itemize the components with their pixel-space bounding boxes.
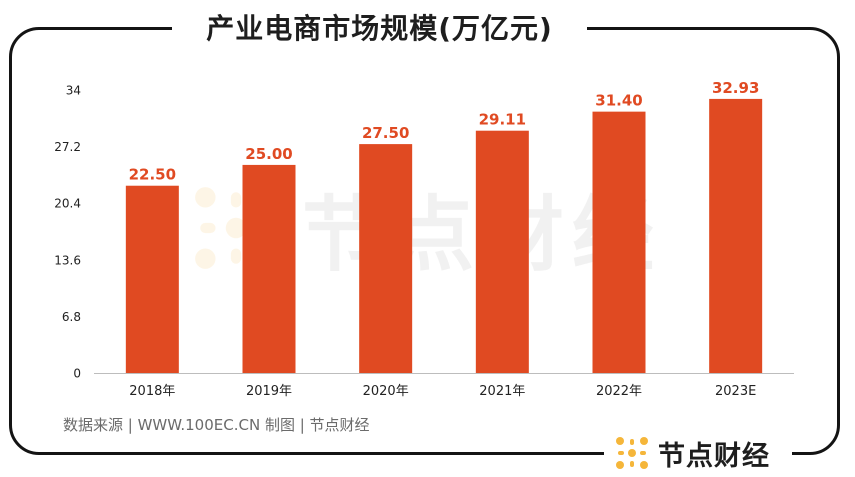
brand-badge: 节点财经: [604, 430, 792, 476]
y-tick-label: 34: [66, 84, 81, 98]
brand-name: 节点财经: [658, 440, 770, 472]
source-note: 数据来源 | WWW.100EC.CN 制图 | 节点财经: [63, 416, 370, 434]
data-label: 29.11: [479, 111, 526, 129]
x-tick-label: 2023E: [715, 384, 756, 399]
data-label: 31.40: [595, 92, 642, 110]
title-band: 产业电商市场规模(万亿元): [172, 6, 587, 48]
y-tick-label: 6.8: [62, 310, 81, 324]
y-tick-label: 0: [73, 367, 81, 381]
x-tick-label: 2021年: [479, 384, 525, 399]
bar: [709, 98, 763, 373]
chart-title: 产业电商市场规模(万亿元): [206, 12, 553, 45]
data-label: 25.00: [245, 145, 292, 163]
x-tick-label: 2018年: [129, 384, 175, 399]
bar: [359, 144, 413, 373]
data-label: 22.50: [129, 166, 176, 184]
x-tick-label: 2022年: [596, 384, 642, 399]
y-tick-label: 13.6: [54, 253, 81, 267]
x-tick-label: 2020年: [363, 384, 409, 399]
dot-grid-logo-icon: [616, 437, 648, 469]
y-tick-label: 20.4: [54, 197, 81, 211]
x-tick-label: 2019年: [246, 384, 292, 399]
y-tick-label: 27.2: [54, 140, 81, 154]
data-label: 32.93: [712, 79, 759, 97]
data-label: 27.50: [362, 124, 409, 142]
bar: [242, 164, 296, 373]
bar: [592, 111, 646, 373]
bar: [125, 185, 179, 373]
bar: [475, 130, 529, 373]
